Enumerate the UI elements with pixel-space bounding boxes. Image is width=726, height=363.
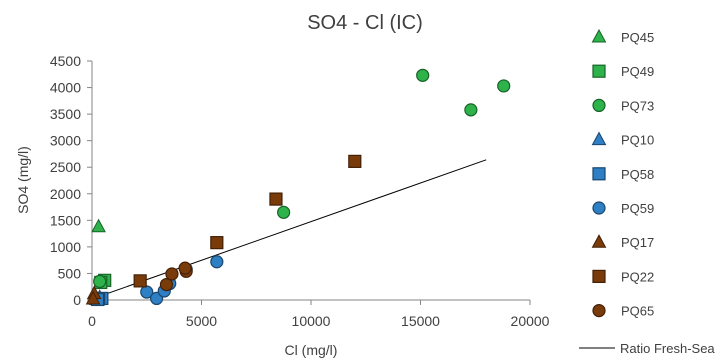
legend-swatch-pq49: [592, 64, 606, 78]
legend-swatch-pq45: [591, 28, 607, 43]
point-pq22: [348, 154, 362, 168]
legend-swatch-pq73: [592, 98, 606, 113]
legend-swatch-pq17: [591, 234, 607, 248]
y-tick-label: 0: [73, 292, 81, 308]
y-tick-label: 3500: [50, 106, 81, 122]
y-tick-label: 2000: [50, 186, 81, 202]
point-pq65: [165, 267, 179, 281]
x-tick-label: 20000: [511, 313, 550, 329]
point-pq22: [133, 274, 147, 288]
x-axis-title: Cl (mg/l): [285, 342, 338, 358]
point-pq73: [497, 79, 511, 93]
y-tick-label: 4000: [50, 80, 81, 96]
y-tick-label: 3000: [50, 133, 81, 149]
legend-label-pq58: PQ58: [621, 167, 654, 182]
point-pq59: [210, 255, 224, 269]
y-tick-label: 500: [58, 265, 82, 281]
point-pq73: [277, 205, 291, 219]
point-pq65: [159, 277, 174, 292]
legend-swatch-pq22: [592, 269, 606, 283]
point-pq22: [210, 236, 224, 250]
y-tick-label: 1000: [50, 239, 81, 255]
ratio-line: [91, 159, 487, 300]
point-pq45: [91, 218, 106, 233]
legend-swatch-pq58: [592, 167, 606, 181]
legend-label-pq59: PQ59: [621, 201, 654, 216]
legend-label-pq45: PQ45: [621, 30, 654, 45]
legend-label-pq22: PQ22: [621, 269, 654, 284]
y-tick-label: 4500: [50, 53, 81, 69]
point-pq73: [93, 274, 107, 289]
y-tick-label: 1500: [50, 212, 81, 228]
legend-label-pq73: PQ73: [621, 98, 654, 113]
legend-label-pq17: PQ17: [621, 235, 654, 250]
x-tick-label: 10000: [292, 313, 331, 329]
legend-label-pq10: PQ10: [621, 133, 654, 148]
point-pq73: [416, 68, 430, 82]
x-tick-label: 0: [88, 313, 96, 329]
legend-label-pq65: PQ65: [621, 304, 654, 319]
point-pq73: [464, 103, 478, 117]
y-tick-label: 2500: [50, 159, 81, 175]
legend-swatch-pq10: [591, 131, 607, 146]
x-tick-label: 5000: [186, 313, 217, 329]
point-pq17: [85, 290, 101, 305]
chart-title: SO4 - Cl (IC): [307, 12, 423, 34]
x-tick-label: 15000: [401, 313, 440, 329]
legend-label-ratio-fresh-sea: Ratio Fresh-Sea: [620, 341, 715, 356]
legend-label-pq49: PQ49: [621, 64, 654, 79]
legend-swatch-pq65: [592, 304, 606, 318]
legend-swatch-pq59: [592, 201, 606, 215]
point-pq22: [269, 192, 283, 206]
point-pq65: [178, 261, 192, 275]
y-axis-title: SO4 (mg/l): [15, 146, 31, 214]
